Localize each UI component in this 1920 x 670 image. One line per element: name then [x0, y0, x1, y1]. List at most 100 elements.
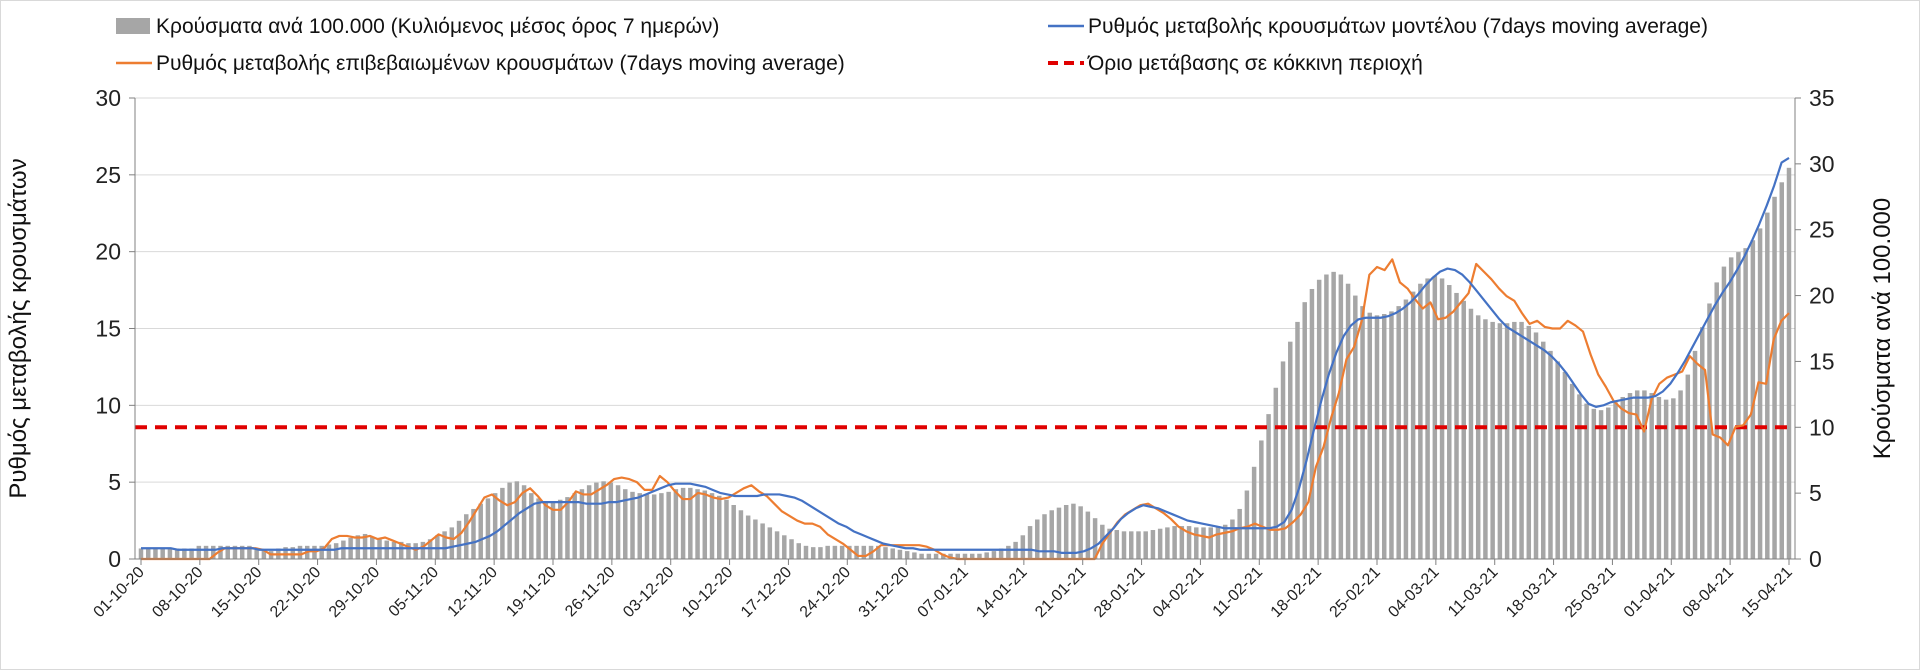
bar [1114, 530, 1120, 559]
y-right-axis-title: Κρούσματα ανά 100.000 [1869, 198, 1896, 460]
y-left-tick-label: 20 [95, 239, 121, 265]
bar [1244, 490, 1250, 559]
bar [1555, 361, 1560, 559]
bar [1765, 212, 1770, 559]
bar [1288, 341, 1293, 559]
bar [1078, 506, 1083, 559]
bar [1165, 527, 1170, 559]
bar [760, 523, 765, 559]
bar [991, 551, 997, 559]
bar [391, 541, 397, 559]
bar [753, 519, 758, 559]
bar [1692, 350, 1698, 559]
bar [1129, 531, 1134, 559]
bar [211, 545, 216, 559]
bar [1063, 505, 1069, 559]
bar [1035, 519, 1040, 559]
bar [933, 553, 939, 559]
bar [1360, 306, 1365, 559]
bar [912, 552, 917, 559]
bar [890, 548, 895, 559]
bar [420, 541, 426, 559]
bar [1678, 390, 1683, 559]
bar [290, 547, 296, 559]
bar [1425, 278, 1430, 559]
bar [883, 547, 888, 559]
bar [1613, 402, 1618, 559]
bar [926, 553, 932, 559]
bar [1280, 361, 1286, 559]
bar [1663, 399, 1669, 559]
bar [1757, 228, 1763, 559]
bar [724, 499, 729, 559]
bar [492, 493, 498, 559]
bar [456, 520, 462, 559]
bar [261, 549, 267, 559]
bar [1150, 530, 1156, 559]
bar [1418, 283, 1423, 559]
bar [1512, 321, 1517, 559]
legend-label: Κρούσματα ανά 100.000 (Κυλιόμενος μέσος … [156, 15, 719, 38]
bar [1237, 508, 1242, 559]
bar [1497, 323, 1503, 559]
legend: Κρούσματα ανά 100.000 (Κυλιόμενος μέσος … [116, 15, 1708, 75]
bar [637, 493, 642, 559]
y-right-tick-label: 10 [1809, 414, 1835, 440]
bar [218, 545, 223, 559]
bar [565, 497, 570, 559]
bar [919, 553, 924, 559]
bar [1381, 314, 1387, 559]
bar [1230, 519, 1235, 559]
bar [709, 493, 715, 559]
bar [1504, 323, 1510, 559]
bar [514, 481, 520, 559]
bar [1121, 531, 1127, 559]
bar [1056, 507, 1062, 559]
y-right-tick-label: 0 [1809, 546, 1822, 572]
bar [630, 491, 635, 559]
bar [398, 541, 404, 559]
bar [1642, 390, 1647, 559]
bar [521, 485, 527, 559]
bar [1266, 414, 1271, 559]
legend-swatch-bars [116, 18, 150, 34]
bar [174, 548, 180, 559]
bar [1700, 327, 1705, 559]
bar [1085, 511, 1091, 559]
bar [1432, 275, 1438, 559]
bar [810, 547, 816, 559]
bar [182, 548, 187, 559]
y-right-tick-label: 15 [1809, 348, 1835, 374]
y-right-tick-label: 35 [1809, 85, 1835, 111]
bar [1634, 390, 1640, 559]
bar [1743, 248, 1748, 559]
bar [832, 545, 838, 559]
bar [1707, 303, 1712, 559]
bar [854, 545, 859, 559]
bar [1049, 510, 1054, 559]
bar [579, 489, 585, 559]
bar [485, 498, 491, 559]
bar [138, 548, 144, 559]
y-left-tick-label: 5 [108, 469, 121, 495]
bar [1439, 278, 1445, 559]
y-right-tick-label: 30 [1809, 151, 1835, 177]
bar [153, 548, 158, 559]
y-right-tick-label: 5 [1809, 480, 1822, 506]
bar [1107, 528, 1112, 559]
bar [1331, 271, 1336, 559]
bar [1519, 321, 1524, 559]
bar [1606, 407, 1611, 559]
bar [1136, 531, 1141, 559]
bar [1490, 321, 1495, 559]
bar [1092, 518, 1098, 559]
bar [1685, 374, 1691, 559]
y-left-tick-label: 15 [95, 316, 121, 342]
bar [145, 548, 151, 559]
bar [1324, 274, 1329, 559]
bar [623, 489, 628, 559]
bar [1273, 387, 1279, 559]
bar [333, 543, 339, 559]
bar [941, 553, 946, 559]
